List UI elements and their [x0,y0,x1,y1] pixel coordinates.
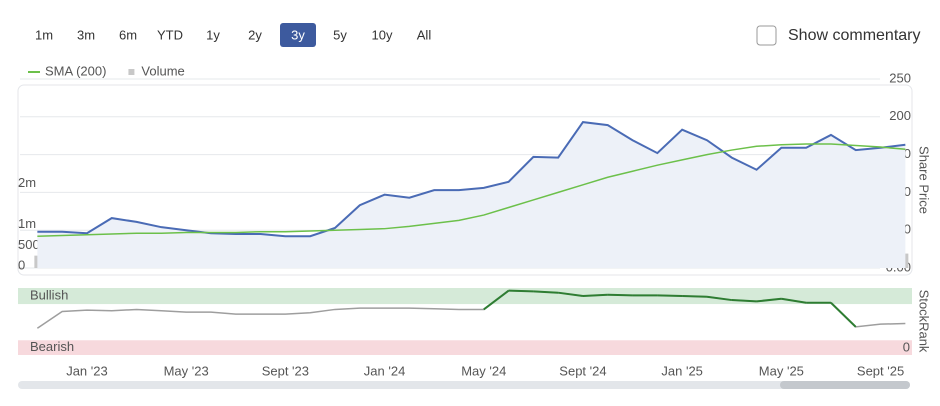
bullish-segment [706,295,732,302]
price-panel-frame [17,84,913,276]
commentary-label[interactable]: Show commentary [788,27,921,44]
rank-band [18,288,912,305]
rank-band [18,340,912,355]
legend-label: SMA (200) [45,63,106,78]
x-tick-label: May '25 [759,363,804,378]
legend-label: Volume [141,63,184,78]
scrollbar-thumb[interactable] [780,381,910,389]
bullish-segment [582,293,608,298]
range-button[interactable]: YTD [157,27,183,42]
price-line [37,121,906,238]
y2-tick-label: 0 [18,257,25,272]
y-tick-label: 200 [889,108,911,123]
bullish-segment [558,291,584,298]
x-tick-label: Jan '24 [364,363,406,378]
bullish-segment [607,293,633,297]
bullish-segment [508,289,534,293]
x-tick-label: Sept '25 [857,363,904,378]
y2-tick-label: 1m [18,216,36,231]
x-tick-label: May '23 [164,363,209,378]
commentary-checkbox[interactable] [756,25,777,46]
range-button[interactable]: All [417,27,432,42]
scrollbar-track[interactable] [18,381,910,389]
x-tick-label: Sept '23 [262,363,309,378]
rank-tick-label: 0 [903,339,910,354]
active-range-bg [280,23,316,47]
y2-tick-label: 2m [18,175,36,190]
bullish-segment [731,299,757,303]
range-button[interactable]: 3m [77,27,95,42]
y-axis-label: Share Price [917,146,932,214]
y-tick-label: 250 [889,70,911,85]
x-tick-label: Jan '23 [66,363,108,378]
bullish-segment [657,294,683,298]
bullish-segment [533,290,559,294]
range-button[interactable]: 1y [206,27,220,42]
band-label: Bullish [30,287,68,302]
bullish-segment [756,297,782,303]
bullish-segment [483,289,510,311]
range-button[interactable]: 6m [119,27,137,42]
band-label: Bearish [30,339,74,354]
bullish-segment [682,295,707,298]
bullish-segment [830,302,857,328]
sma-line [37,143,906,237]
x-tick-label: Sept '24 [559,363,606,378]
range-button[interactable]: 10y [372,27,393,42]
x-tick-label: Jan '25 [661,363,703,378]
legend-swatch [128,69,135,75]
rank-axis-label: StockRank [917,290,932,353]
range-button[interactable]: 2y [248,27,262,42]
range-button[interactable]: 1m [35,27,53,42]
range-button[interactable]: 5y [333,27,347,42]
range-button[interactable]: 3y [291,27,305,42]
bullish-segment [781,297,807,304]
price-area [37,122,906,268]
x-tick-label: May '24 [461,363,506,378]
